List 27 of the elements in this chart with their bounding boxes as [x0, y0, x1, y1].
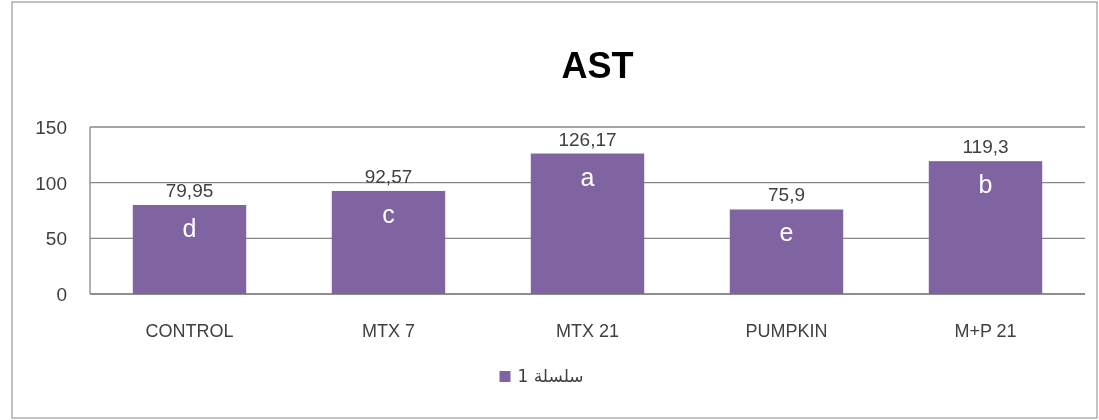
x-tick-label: PUMPKIN: [745, 321, 828, 341]
x-tick-label: MTX 7: [361, 321, 416, 341]
data-label: 126,17: [558, 128, 617, 150]
annotation: d: [182, 213, 197, 242]
chart-title: AST: [561, 45, 634, 86]
y-tick-label: 0: [56, 284, 67, 305]
annotation: c: [382, 199, 395, 228]
y-tick-label: 100: [35, 172, 67, 194]
legend: سلسلة 1: [499, 366, 584, 386]
bar: [729, 209, 844, 294]
legend-label: سلسلة 1: [517, 366, 584, 386]
bar: [928, 161, 1043, 294]
data-label: 92,57: [364, 165, 413, 187]
bar: [331, 190, 446, 294]
x-tick-label: M+P 21: [954, 321, 1017, 341]
bar: [530, 153, 645, 294]
annotation: e: [779, 218, 794, 247]
bar: [132, 204, 247, 294]
y-tick-label: 150: [35, 117, 67, 138]
annotation: b: [978, 170, 993, 199]
x-tick-label: MTX 21: [555, 321, 620, 341]
x-tick-label: CONTROL: [145, 321, 234, 341]
data-label: 79,95: [165, 179, 214, 201]
data-label: 75,9: [768, 184, 805, 206]
annotation: a: [580, 162, 595, 191]
y-tick-label: 50: [45, 228, 67, 250]
data-label: 119,3: [962, 136, 1009, 158]
